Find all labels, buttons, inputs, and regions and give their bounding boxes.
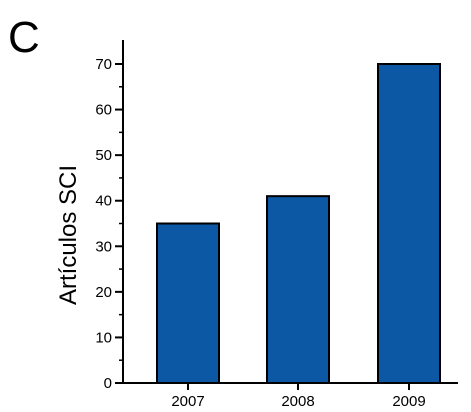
bars (156, 63, 441, 384)
y-tick-label: 0 (104, 375, 112, 392)
y-ticks: 0 10 20 30 40 50 60 70 (95, 56, 123, 392)
y-axis-title: Artículos SCI (55, 165, 82, 305)
bar-2009 (377, 63, 441, 384)
x-tick-label-2008: 2008 (281, 393, 314, 410)
x-tick-labels: 2007 2008 2009 (171, 383, 426, 410)
y-tick-label: 10 (95, 329, 112, 346)
y-tick-label: 60 (95, 102, 112, 119)
y-tick-label: 50 (95, 147, 112, 164)
y-tick-label: 40 (95, 193, 112, 210)
y-tick-label: 30 (95, 238, 112, 255)
bar-2007 (156, 222, 220, 384)
y-tick-label: 70 (95, 56, 112, 73)
bar-2008 (266, 195, 330, 384)
y-tick-label: 20 (95, 284, 112, 301)
panel-label: C (8, 13, 40, 62)
x-tick-label-2007: 2007 (171, 393, 204, 410)
x-tick-label-2009: 2009 (392, 393, 425, 410)
